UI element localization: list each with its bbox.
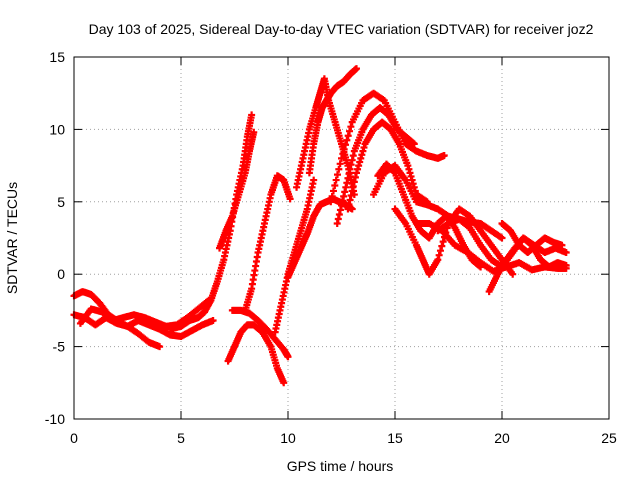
data-point <box>509 270 517 278</box>
y-tick-label: -10 <box>45 411 65 427</box>
x-tick-label: 0 <box>70 430 78 446</box>
data-point <box>333 171 341 179</box>
series-track-21 <box>485 234 570 296</box>
axis-tick-labels: 0 5 10 15 20 25 -10 -5 0 5 10 15 <box>45 49 617 446</box>
series-track-13 <box>327 89 448 206</box>
x-tick-label: 20 <box>494 430 510 446</box>
data-point <box>438 242 446 250</box>
axis-ticks <box>73 56 610 420</box>
data-point <box>346 127 354 135</box>
data-point <box>328 192 336 200</box>
series-track-2 <box>70 311 217 340</box>
data-point <box>340 145 348 153</box>
series-track-8 <box>241 172 294 314</box>
data-point <box>344 132 352 140</box>
data-point <box>280 379 288 387</box>
series-track-1 <box>70 288 164 351</box>
y-tick-label: -5 <box>53 339 66 355</box>
y-tick-label: 0 <box>57 266 65 282</box>
data-point <box>498 234 506 242</box>
data-point <box>342 141 350 149</box>
data-point <box>250 128 258 136</box>
data-point <box>562 248 570 256</box>
data-points <box>70 65 570 387</box>
data-point <box>156 343 164 351</box>
plot-frame <box>73 56 610 420</box>
data-point <box>435 251 443 259</box>
data-point <box>286 195 294 203</box>
x-tick-label: 5 <box>177 430 185 446</box>
data-point <box>332 176 340 184</box>
data-point <box>248 111 256 119</box>
data-point <box>209 317 217 325</box>
data-point <box>331 182 339 190</box>
data-point <box>336 160 344 168</box>
data-point <box>343 136 351 144</box>
series-track-14 <box>333 104 418 228</box>
data-point <box>440 151 448 159</box>
data-point <box>310 176 318 184</box>
data-point <box>284 353 292 361</box>
data-point <box>338 154 345 162</box>
data-point <box>335 165 343 173</box>
data-point <box>434 256 442 264</box>
data-point <box>558 241 566 249</box>
data-point <box>439 238 447 246</box>
x-tick-label: 25 <box>601 430 617 446</box>
data-point <box>329 187 337 195</box>
data-point <box>352 65 360 73</box>
data-point <box>562 262 570 270</box>
y-tick-label: 15 <box>49 49 65 65</box>
data-point <box>436 247 444 255</box>
series-track-3 <box>76 296 213 330</box>
x-tick-label: 15 <box>387 430 403 446</box>
y-tick-label: 5 <box>57 194 65 210</box>
series-track-22 <box>498 220 566 256</box>
series-track-12 <box>305 65 360 177</box>
series-track-5 <box>216 128 258 252</box>
chart-title: Day 103 of 2025, Sidereal Day-to-day VTE… <box>89 21 594 37</box>
y-tick-label: 10 <box>49 121 65 137</box>
data-point <box>347 123 355 131</box>
data-point <box>339 150 347 158</box>
x-tick-label: 10 <box>280 430 296 446</box>
y-axis-label: SDTVAR / TECUs <box>4 182 20 294</box>
series-track-6 <box>224 321 288 387</box>
data-point <box>327 198 335 206</box>
data-point <box>410 140 418 148</box>
x-axis-label: GPS time / hours <box>287 458 394 474</box>
